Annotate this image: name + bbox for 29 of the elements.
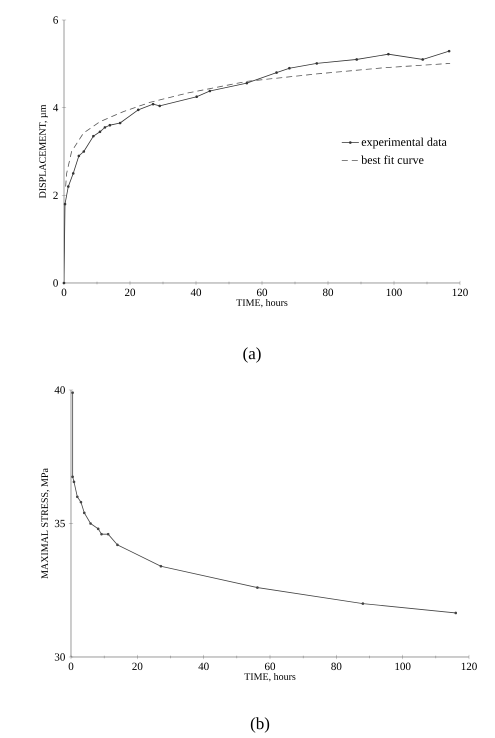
- y-tick-label: 0: [53, 279, 58, 287]
- legend-label: best fit curve: [361, 155, 424, 164]
- y-tick-label: 2: [53, 192, 58, 199]
- x-tick-label: 0: [68, 662, 74, 670]
- x-tick-label: 60: [264, 662, 276, 670]
- line-series: [65, 62, 451, 187]
- y-tick-label: 35: [54, 520, 65, 528]
- y-tick-label: 30: [54, 653, 65, 661]
- x-tick-label: 20: [132, 662, 142, 670]
- y-tick-label: 40: [54, 386, 65, 394]
- x-tick-label: 100: [395, 662, 411, 670]
- text: (a): [243, 347, 261, 363]
- x-tick-label: 80: [322, 288, 334, 296]
- x-axis-title: TIME, hours: [244, 672, 296, 682]
- y-axis-title: DISPLACEMENT, µm: [39, 104, 48, 198]
- y-axis-title: MAXIMAL STRESS, MPa: [41, 468, 50, 579]
- y-tick-label: 4: [53, 104, 58, 112]
- x-tick-label: 80: [331, 662, 342, 670]
- text: (b): [250, 717, 270, 733]
- x-tick-label: 20: [124, 288, 136, 296]
- x-tick-label: 60: [256, 288, 268, 296]
- x-tick-label: 100: [386, 288, 402, 296]
- x-axis-title: TIME, hours: [236, 298, 288, 308]
- x-tick-label: 120: [462, 662, 477, 670]
- y-tick-label: 6: [53, 16, 58, 24]
- legend-label: experimental data: [362, 138, 447, 148]
- x-tick-label: 40: [198, 662, 209, 670]
- x-tick-label: 120: [452, 288, 468, 296]
- x-tick-label: 40: [190, 288, 202, 296]
